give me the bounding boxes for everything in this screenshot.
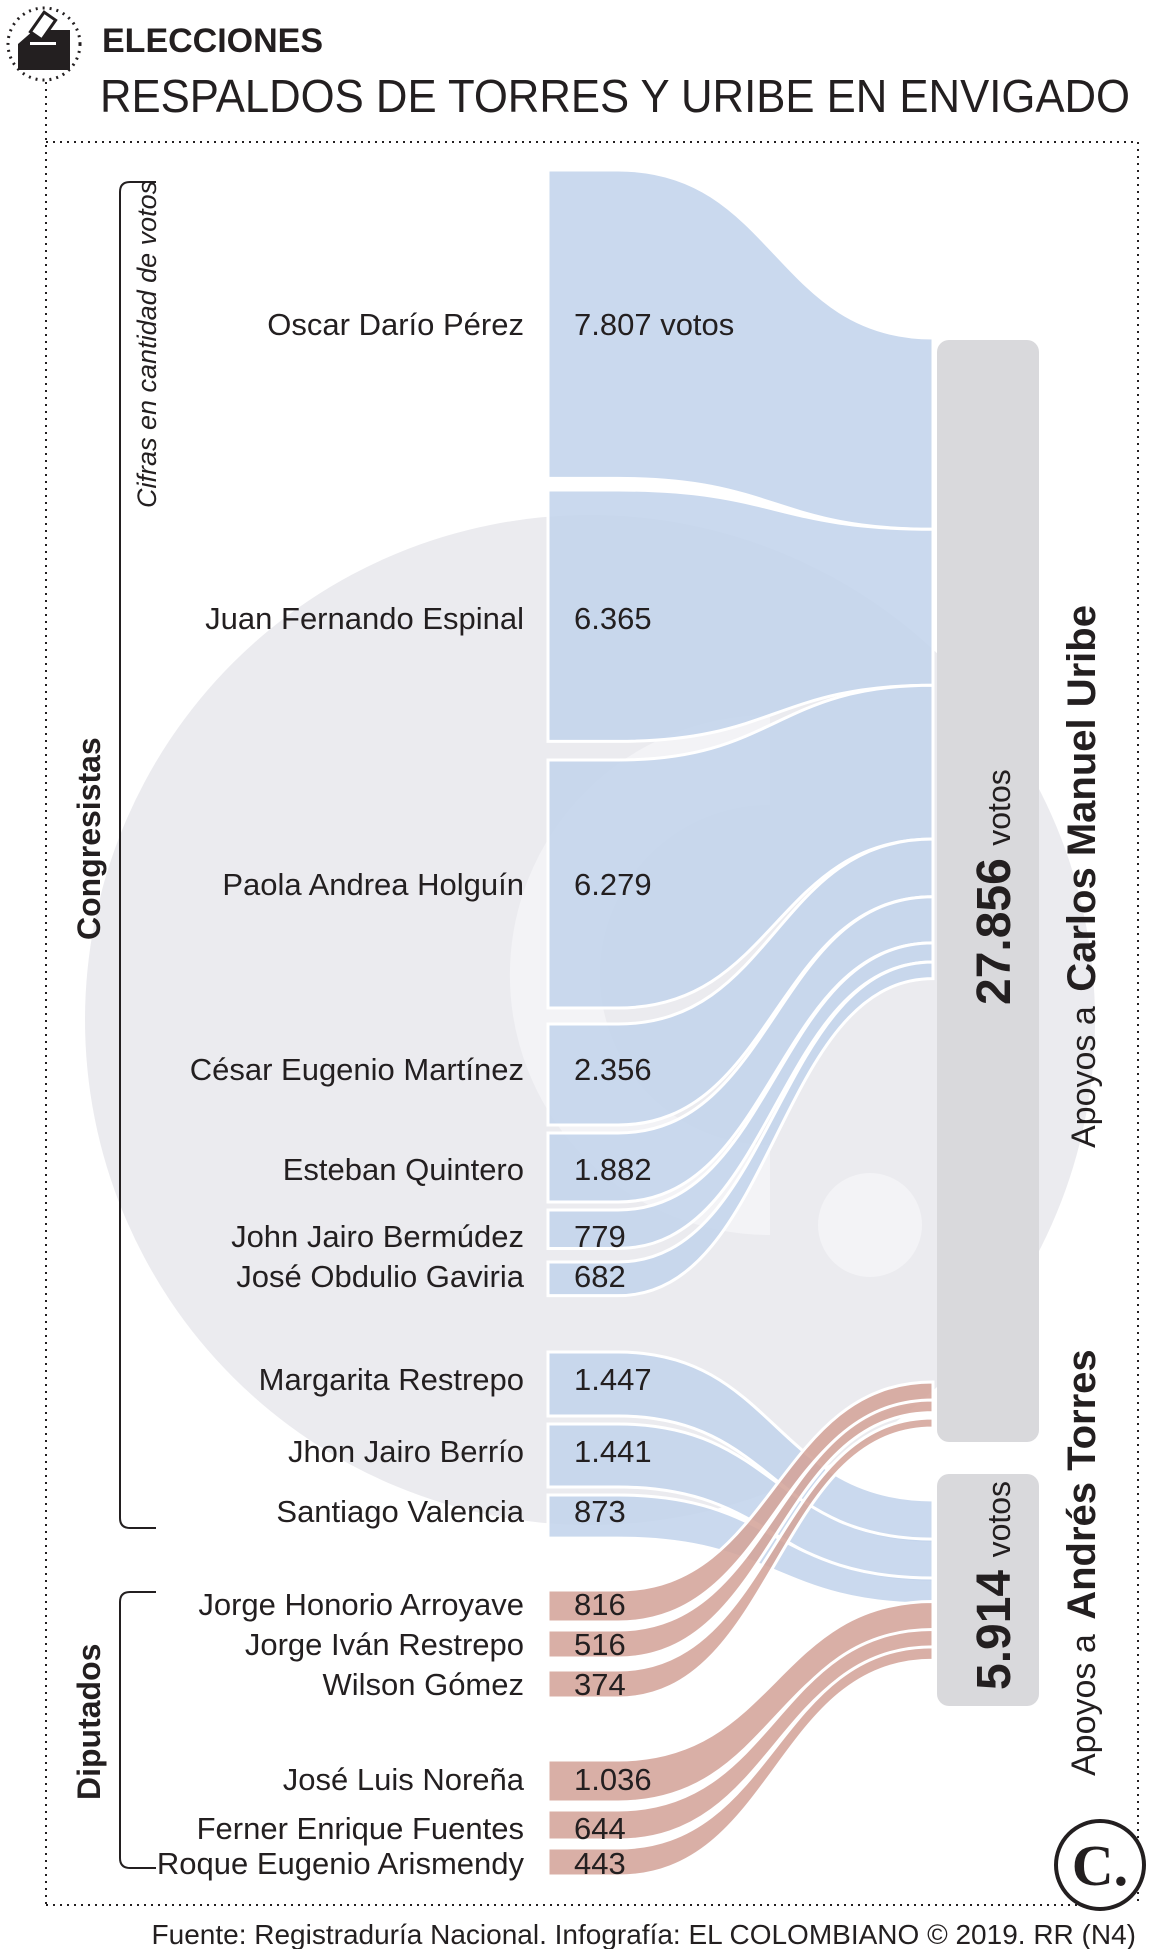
uribe-total-value: 27.856 <box>968 858 1021 1005</box>
supporter-votes: 1.447 <box>574 1362 652 1397</box>
supporter-name: César Eugenio Martínez <box>190 1052 524 1087</box>
torres-prefix: Apoyos a <box>1065 1634 1103 1776</box>
page-title: RESPALDOS DE TORRES Y URIBE EN ENVIGADO <box>100 70 1130 122</box>
svg-text:Apoyos a Carlos Manuel U: Apoyos a Carlos Manuel Uribe <box>1060 605 1104 1148</box>
footer-source: Fuente: Registraduría Nacional. Infograf… <box>152 1919 1136 1949</box>
flow-ribbon <box>546 168 935 531</box>
diputados-bracket <box>119 1591 156 1869</box>
supporter-votes: 816 <box>574 1587 626 1622</box>
flow-ribbon <box>546 1416 935 1700</box>
supporter-votes: 779 <box>574 1219 626 1254</box>
torres-total-value: 5.914 <box>968 1570 1021 1690</box>
logo-text: C. <box>1072 1833 1128 1898</box>
supporter-name: Juan Fernando Espinal <box>205 601 524 636</box>
ballot-box-icon <box>6 6 82 82</box>
supporter-votes: 873 <box>574 1494 626 1529</box>
supporter-name: Jhon Jairo Berrío <box>288 1434 524 1469</box>
supporter-name: José Obdulio Gaviria <box>236 1259 525 1294</box>
supporter-name: José Luis Noreña <box>283 1762 525 1797</box>
uribe-prefix: Apoyos a <box>1065 1006 1103 1148</box>
supporter-name: Paola Andrea Holguín <box>222 867 524 902</box>
supporter-votes: 682 <box>574 1259 626 1294</box>
supporter-votes: 6.279 <box>574 867 652 902</box>
uribe-total-label: 27.856 votos <box>968 769 1021 1005</box>
supporter-name: Ferner Enrique Fuentes <box>197 1811 524 1846</box>
colombiano-logo: C. <box>1054 1819 1146 1911</box>
svg-text:5.914 votos: 5.914 votos <box>968 1481 1021 1690</box>
supporter-name: Oscar Darío Pérez <box>267 307 524 342</box>
svg-text:Apoyos a Andrés Torres: Apoyos a Andrés Torres <box>1060 1349 1104 1776</box>
supporter-votes: 2.356 <box>574 1052 652 1087</box>
torres-candidate-label: Apoyos a Andrés Torres <box>1060 1349 1104 1776</box>
dotted-frame <box>45 82 1139 1906</box>
supporter-votes: 1.441 <box>574 1434 652 1469</box>
uribe-candidate-label: Apoyos a Carlos Manuel Uribe <box>1060 605 1104 1148</box>
supporter-name: Jorge Honorio Arroyave <box>198 1587 524 1622</box>
uribe-name: Carlos Manuel Uribe <box>1060 605 1104 992</box>
supporter-votes: 1.882 <box>574 1152 652 1187</box>
diputados-label: Diputados <box>71 1644 107 1800</box>
flow-ribbons <box>546 168 935 1878</box>
uribe-total-unit: votos <box>981 769 1017 845</box>
section-label: ELECCIONES <box>102 22 323 60</box>
supporter-name: Roque Eugenio Arismendy <box>157 1846 525 1881</box>
svg-text:27.856 votos: 27.856 votos <box>968 769 1021 1005</box>
supporter-votes: 7.807 votos <box>574 307 734 342</box>
torres-total-box <box>937 1474 1039 1706</box>
supporter-votes: 1.036 <box>574 1762 652 1797</box>
flow-ribbon <box>546 960 935 1298</box>
supporter-name: Margarita Restrepo <box>259 1362 524 1397</box>
uribe-total-box <box>937 340 1039 1442</box>
supporter-name: Santiago Valencia <box>276 1494 524 1529</box>
supporter-name: Esteban Quintero <box>283 1152 524 1187</box>
flow-ribbon <box>546 1398 935 1660</box>
supporter-name: Jorge Iván Restrepo <box>245 1627 524 1662</box>
congresistas-label: Congresistas <box>71 737 107 940</box>
supporter-votes: 6.365 <box>574 601 652 636</box>
congresistas-bracket <box>119 181 156 1529</box>
supporter-votes: 516 <box>574 1627 626 1662</box>
side-note: Cifras en cantidad de votos <box>132 181 162 508</box>
torres-name: Andrés Torres <box>1060 1349 1104 1619</box>
supporter-votes: 644 <box>574 1811 626 1846</box>
torres-total-label: 5.914 votos <box>968 1481 1021 1690</box>
supporter-votes: 374 <box>574 1667 626 1702</box>
supporter-name: John Jairo Bermúdez <box>231 1219 524 1254</box>
supporter-labels: Oscar Darío Pérez 7.807 votos Juan Fernand… <box>157 307 734 1881</box>
supporter-votes: 443 <box>574 1846 626 1881</box>
torres-total-unit: votos <box>981 1481 1017 1557</box>
supporter-name: Wilson Gómez <box>322 1667 524 1702</box>
flow-ribbon <box>546 1645 935 1878</box>
